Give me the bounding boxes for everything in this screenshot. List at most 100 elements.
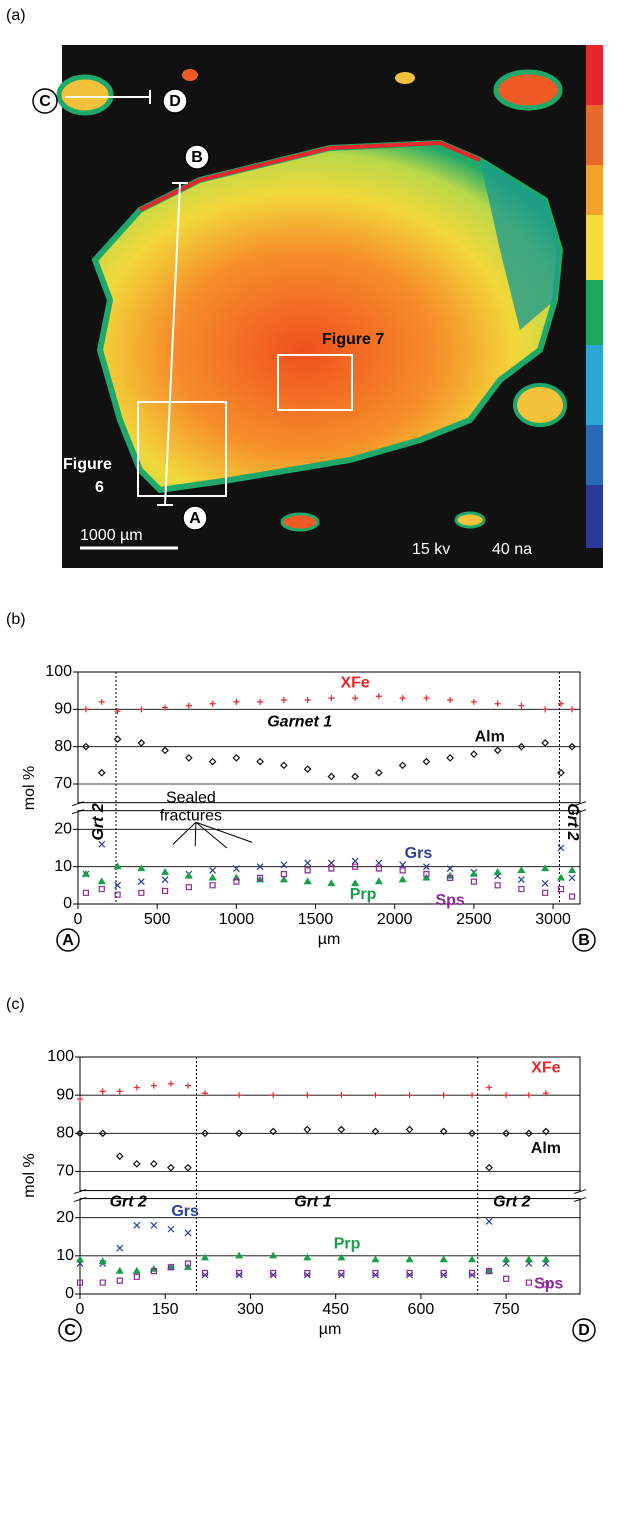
data-point: [98, 885, 105, 893]
data-point: [467, 1255, 477, 1263]
annotation: Grt 1: [294, 1194, 331, 1211]
point-label: C: [39, 93, 51, 110]
series-label: Grs: [171, 1203, 199, 1220]
point-label: B: [191, 149, 203, 166]
data-point: [132, 1160, 141, 1168]
data-point: [161, 746, 169, 755]
data-point: [161, 887, 169, 895]
data-point: [270, 1269, 277, 1277]
data-point: [557, 768, 565, 777]
data-point: [485, 1218, 493, 1225]
data-point: [494, 882, 501, 889]
data-point: [137, 739, 146, 747]
data-point: [201, 1269, 209, 1277]
data-point: [133, 1221, 141, 1229]
data-point: [304, 867, 311, 874]
x-tick-label: 2000: [377, 911, 413, 928]
data-point: [137, 878, 145, 886]
data-point: [114, 891, 121, 898]
data-point: [269, 1251, 278, 1259]
data-point: [568, 742, 576, 751]
y-axis-label: mol %: [21, 1153, 38, 1197]
data-point: [150, 1082, 157, 1089]
series-label: Prp: [350, 886, 377, 903]
figure-box: [137, 401, 227, 497]
map-panel: (a) C D: [6, 7, 603, 568]
data-point: [97, 768, 106, 777]
y-tick-label: 70: [56, 1163, 74, 1180]
data-point: [405, 1125, 414, 1134]
data-point: [372, 1269, 379, 1277]
y-tick-label: 20: [54, 821, 72, 838]
data-point: [232, 865, 240, 872]
figure-box: [277, 354, 353, 411]
data-point: [351, 857, 359, 865]
data-point: [150, 1268, 157, 1275]
data-point: [468, 1269, 476, 1277]
data-point: [493, 868, 502, 875]
data-point: [518, 702, 525, 709]
annotation: Grt 2: [110, 1194, 147, 1211]
y-tick-label: 10: [54, 858, 72, 875]
data-point: [256, 757, 264, 766]
data-point: [524, 1255, 533, 1263]
annotation: fractures: [160, 807, 222, 824]
panel-label: (c): [6, 996, 25, 1013]
data-point: [279, 875, 288, 883]
end-marker: [572, 928, 596, 952]
data-point: [447, 697, 454, 703]
annotation: Grt 2: [493, 1194, 530, 1211]
data-point: [209, 866, 217, 874]
data-point: [167, 1163, 175, 1172]
axis-break: [573, 801, 587, 815]
data-point: [468, 1129, 476, 1138]
data-point: [303, 877, 312, 885]
data-point: [235, 1251, 244, 1259]
data-point: [81, 869, 90, 877]
data-point: [161, 868, 170, 875]
data-point: [209, 700, 216, 707]
data-point: [337, 1125, 346, 1134]
data-point: [327, 772, 336, 781]
data-point: [439, 1127, 448, 1136]
series-label: Sps: [534, 1276, 563, 1293]
y-tick-label: 80: [54, 738, 72, 755]
data-point: [256, 863, 264, 871]
data-point: [375, 768, 383, 777]
data-point: [303, 1125, 312, 1134]
data-point: [280, 861, 288, 869]
data-point: [440, 1092, 447, 1099]
data-point: [517, 866, 526, 873]
series-label: Prp: [334, 1236, 361, 1253]
data-point: [399, 867, 406, 874]
data-point: [167, 1225, 175, 1233]
data-point: [304, 1092, 311, 1099]
data-point: [351, 879, 360, 887]
data-point: [257, 874, 264, 881]
data-point: [304, 697, 311, 703]
annotation: Garnet 1: [267, 714, 332, 731]
data-point: [502, 1129, 510, 1138]
small-grain: [454, 511, 486, 529]
data-point: [150, 1160, 158, 1168]
data-point: [132, 1266, 141, 1274]
y-tick-label: 0: [65, 1285, 74, 1302]
data-point: [423, 871, 430, 878]
y-tick-label: 20: [56, 1209, 74, 1226]
data-point: [470, 698, 477, 705]
arrow: [195, 821, 228, 849]
arrow: [194, 822, 197, 847]
data-point: [162, 704, 169, 711]
data-point: [235, 1129, 243, 1138]
data-point: [446, 754, 454, 762]
figure-label: Figure 7: [322, 331, 384, 348]
data-point: [541, 1255, 550, 1263]
data-point: [98, 1257, 107, 1265]
series-label: Alm: [531, 1140, 561, 1157]
y-tick-label: 100: [47, 1048, 74, 1065]
data-point: [485, 1268, 493, 1275]
small-grain: [182, 69, 198, 81]
data-point: [269, 1127, 278, 1136]
panel-label: (b): [6, 611, 26, 628]
data-point: [470, 878, 477, 885]
